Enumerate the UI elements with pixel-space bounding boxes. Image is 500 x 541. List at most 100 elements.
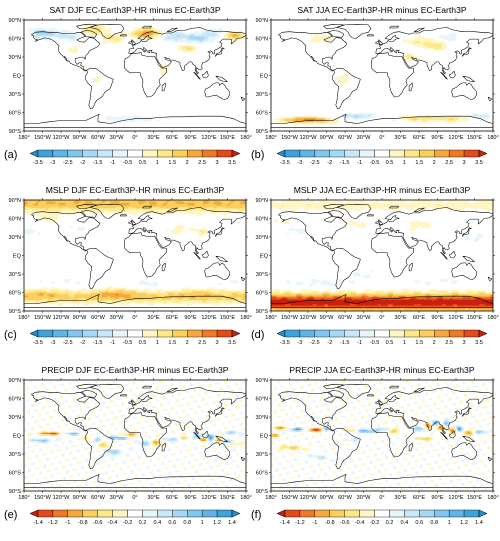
- field-cell: [51, 292, 54, 295]
- field-cell: [101, 32, 104, 35]
- field-cell: [426, 47, 429, 50]
- field-cell: [341, 82, 344, 85]
- field-cell: [166, 38, 169, 40]
- field-cell: [423, 118, 426, 121]
- coastline-southAmerica: [84, 67, 114, 110]
- field-cell: [196, 291, 198, 294]
- field-cell: [423, 119, 426, 122]
- field-cell: [190, 288, 193, 291]
- field-cell: [164, 35, 166, 37]
- field-cell: [83, 208, 86, 211]
- field-cell: [200, 208, 202, 211]
- field-cell: [322, 121, 325, 124]
- field-cell: [198, 204, 201, 206]
- field-cell: [37, 208, 40, 211]
- field-cell: [98, 201, 101, 204]
- field-cell: [65, 206, 68, 209]
- colorbar-label: 3.5: [228, 160, 236, 166]
- field-cell: [76, 206, 79, 209]
- field-cell: [481, 117, 484, 119]
- field-cell: [64, 208, 66, 211]
- field-cell: [110, 39, 112, 42]
- field-cell: [114, 291, 116, 294]
- field-cell: [179, 205, 182, 208]
- field-cell: [219, 288, 222, 291]
- field-cell: [119, 202, 122, 205]
- field-cell: [57, 200, 60, 202]
- field-cell: [165, 209, 168, 212]
- field-cell: [65, 211, 68, 213]
- field-cell: [451, 117, 454, 119]
- colorbar-label: -2: [327, 160, 332, 166]
- field-cell: [207, 205, 209, 208]
- field-cell: [125, 115, 128, 118]
- field-cell: [53, 28, 55, 31]
- field-cell: [54, 215, 57, 217]
- field-cell: [208, 202, 211, 205]
- field-cell: [208, 200, 211, 202]
- field-cell: [327, 39, 330, 42]
- field-cell: [182, 200, 184, 202]
- field-cell: [441, 43, 444, 46]
- field-cell: [135, 117, 137, 119]
- field-cell: [158, 31, 161, 33]
- field-cell: [219, 31, 222, 33]
- field-cell: [429, 43, 431, 46]
- field-cell: [348, 112, 351, 115]
- field-cell: [191, 36, 194, 39]
- field-cell: [465, 118, 467, 121]
- field-cell: [54, 212, 57, 215]
- field-cell: [179, 231, 182, 234]
- field-cell: [155, 288, 158, 291]
- field-cell: [461, 118, 463, 121]
- field-cell: [363, 114, 366, 117]
- field-cell: [69, 200, 72, 202]
- field-cell: [114, 36, 116, 39]
- field-cell: [474, 115, 477, 118]
- field-cell: [110, 204, 112, 206]
- field-cell: [132, 119, 134, 122]
- field-cell: [29, 205, 32, 208]
- field-cell: [139, 115, 141, 118]
- field-cell: [107, 213, 109, 216]
- field-cell: [26, 294, 29, 297]
- field-cell: [161, 204, 164, 206]
- field-cell: [237, 208, 240, 211]
- field-cell: [30, 212, 33, 215]
- field-cell: [96, 200, 98, 202]
- field-cell: [129, 212, 132, 215]
- coastline-greenland: [336, 24, 372, 39]
- field-cell: [50, 201, 53, 204]
- field-cell: [44, 28, 47, 31]
- field-cell: [151, 36, 154, 39]
- field-cell: [96, 33, 98, 36]
- field-cell: [40, 215, 43, 217]
- field-cell: [96, 25, 98, 28]
- field-cell: [104, 201, 107, 204]
- field-cell: [104, 290, 107, 292]
- field-cell: [33, 288, 36, 291]
- field-cell: [71, 226, 73, 229]
- field-cell: [183, 32, 186, 35]
- field-cell: [180, 33, 183, 36]
- field-cell: [91, 291, 94, 294]
- field-cell: [153, 291, 155, 294]
- field-cell: [136, 201, 139, 204]
- field-cell: [46, 35, 48, 37]
- field-cell: [146, 32, 148, 35]
- field-cell: [154, 38, 157, 40]
- field-cell: [125, 204, 128, 206]
- field-cell: [191, 212, 194, 215]
- field-cell: [32, 33, 35, 36]
- field-cell: [175, 208, 177, 211]
- field-cell: [50, 292, 53, 295]
- field-cell: [412, 56, 415, 58]
- field-cell: [197, 292, 200, 295]
- field-cell: [36, 204, 39, 206]
- field-cell: [411, 42, 413, 44]
- field-cell: [413, 39, 416, 42]
- field-cell: [243, 38, 245, 40]
- field-cell: [39, 292, 41, 295]
- field-cell: [418, 58, 420, 61]
- field-cell: [42, 28, 44, 31]
